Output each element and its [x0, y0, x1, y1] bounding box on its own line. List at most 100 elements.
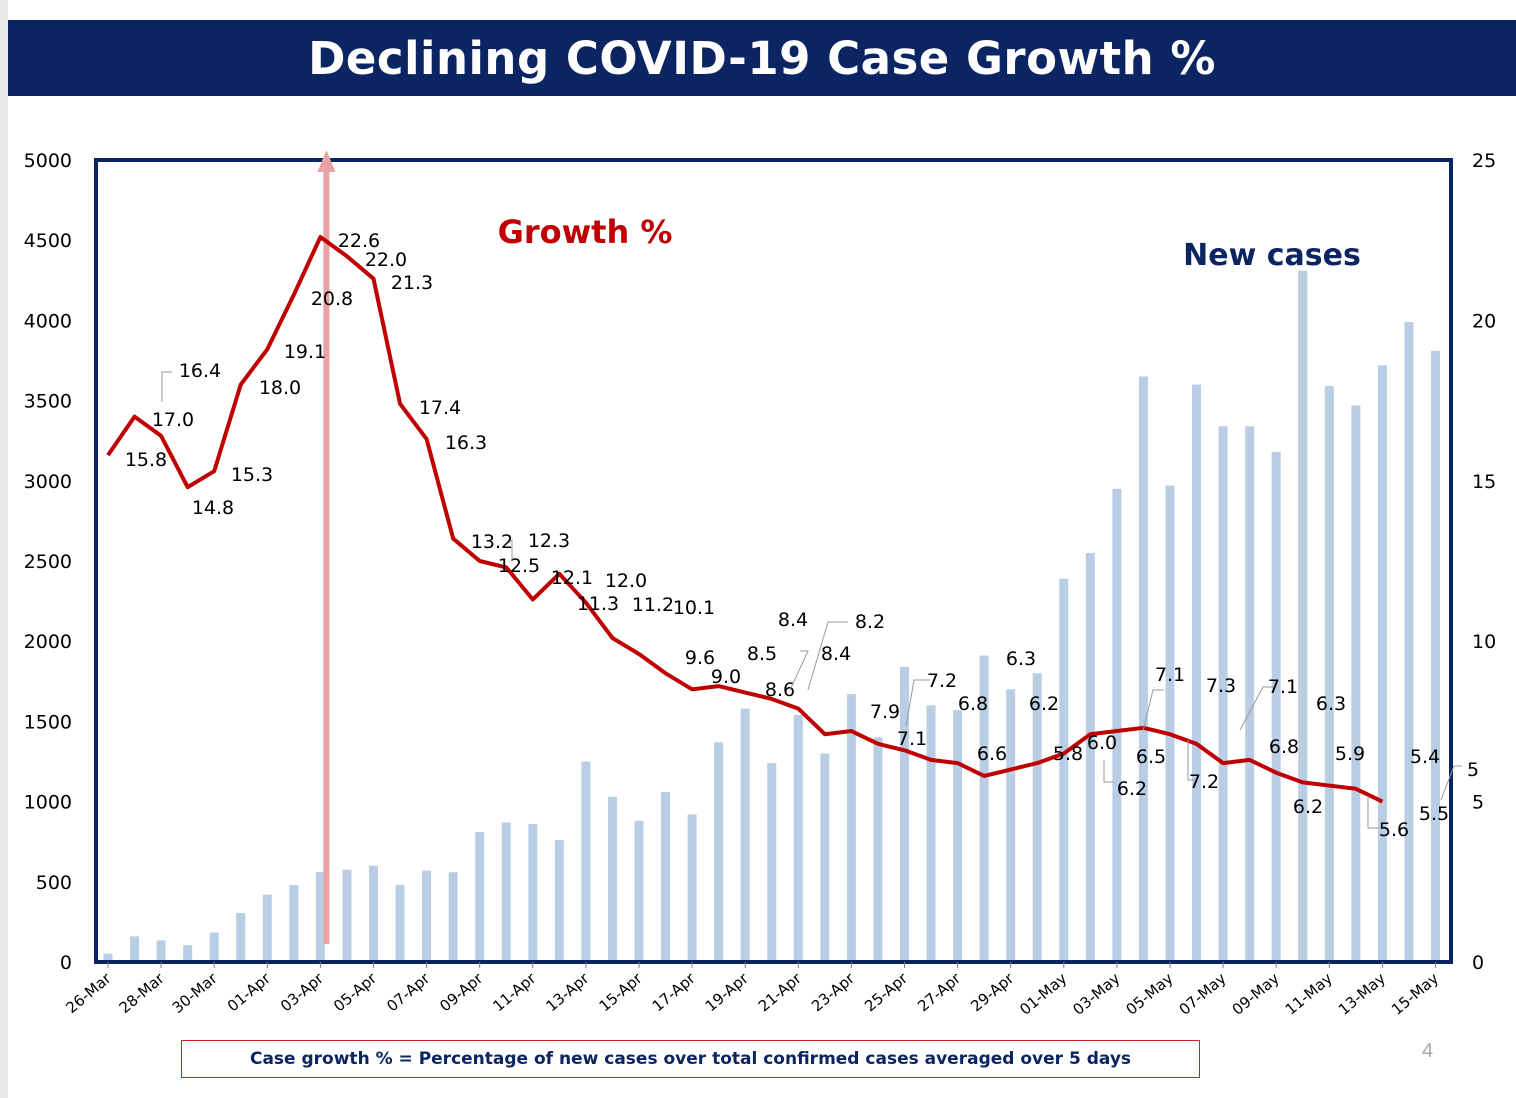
right-axis-tick-label: 5: [1472, 792, 1484, 814]
bar: [926, 705, 936, 962]
growth-data-label: 12.1: [551, 567, 593, 589]
x-tick-label: 13-Apr: [543, 969, 594, 1016]
bar: [1271, 451, 1281, 962]
x-tick-label: 11-May: [1282, 969, 1336, 1019]
bar: [1138, 376, 1148, 962]
bar: [1377, 365, 1387, 962]
label-leader-line: [1103, 760, 1114, 783]
bar: [554, 840, 564, 962]
bar: [793, 714, 803, 962]
growth-data-label: 6.8: [1269, 736, 1299, 758]
bar: [209, 932, 219, 962]
bar: [1324, 386, 1334, 962]
bar: [130, 936, 140, 962]
bar: [315, 872, 325, 962]
x-tick-label: 28-Mar: [116, 969, 169, 1017]
growth-data-label: 5.8: [1053, 743, 1083, 765]
growth-data-label: 9.6: [685, 647, 715, 669]
x-tick-label: 03-Apr: [277, 969, 328, 1016]
growth-data-label: 14.8: [192, 497, 234, 519]
growth-data-label: 6.8: [958, 693, 988, 715]
growth-data-label: 18.0: [259, 377, 301, 399]
growth-data-label: 5.6: [1379, 819, 1409, 841]
label-leader-line: [1239, 686, 1274, 731]
bar: [342, 869, 352, 962]
right-axis-tick-label: 20: [1472, 310, 1496, 332]
growth-data-label: 15.8: [125, 449, 167, 471]
bar: [501, 822, 511, 962]
left-axis-tick-label: 2500: [24, 551, 72, 573]
growth-data-label: 6.5: [1136, 746, 1166, 768]
growth-data-label: 17.4: [419, 397, 461, 419]
bar: [1085, 552, 1095, 962]
x-tick-label: 01-Apr: [224, 969, 275, 1016]
bar: [395, 885, 405, 962]
label-leader-line: [1187, 740, 1196, 781]
growth-line-layer: [106, 234, 1384, 804]
growth-data-label: 8.5: [747, 643, 777, 665]
growth-data-label: 7.1: [1155, 664, 1185, 686]
growth-data-label: 15.3: [231, 464, 273, 486]
label-leader-line: [161, 371, 172, 402]
left-axis-tick-label: 3500: [24, 391, 72, 413]
bar: [873, 737, 883, 962]
growth-data-label: 12.3: [528, 530, 570, 552]
bar: [369, 865, 378, 962]
slide-left-edge: [0, 0, 8, 1098]
growth-series-label: Growth %: [498, 213, 673, 251]
x-tick-label: 21-Apr: [755, 969, 806, 1016]
bar: [183, 945, 193, 962]
growth-data-label: 12.0: [605, 570, 647, 592]
data-labels-layer: 15.8 17.0 16.4 14.8 15.3 18.0 19.1 20.8 22.622.0…: [125, 230, 1479, 841]
left-axis-tick-label: 4000: [24, 310, 72, 332]
bar: [422, 870, 432, 962]
growth-data-label: 7.2: [1189, 771, 1219, 793]
bar: [1165, 485, 1175, 962]
growth-data-label: 5: [1467, 759, 1479, 781]
slide-title: Declining COVID-19 Case Growth %: [308, 31, 1216, 85]
label-leader-line: [504, 538, 513, 560]
label-leader-line: [1367, 796, 1379, 829]
x-tick-label: 07-May: [1176, 969, 1230, 1019]
bar: [1059, 578, 1069, 962]
bar: [953, 710, 963, 962]
bar: [740, 708, 750, 962]
bar: [607, 796, 617, 962]
highlight-arrow: [317, 150, 336, 944]
right-axis-tick-label: 10: [1472, 631, 1496, 653]
bar: [262, 894, 272, 962]
x-tick-label: 23-Apr: [808, 969, 859, 1016]
growth-data-label: 21.3: [391, 272, 433, 294]
right-axis-tick-label: 25: [1472, 150, 1496, 172]
label-leader-line: [807, 621, 848, 691]
x-tick-label: 09-May: [1229, 969, 1283, 1019]
x-tick-label: 01-May: [1016, 969, 1070, 1019]
growth-data-label: 7.1: [1268, 676, 1298, 698]
growth-data-label: 6.6: [977, 743, 1007, 765]
bar: [846, 694, 856, 962]
left-axis-tick-label: 1500: [24, 711, 72, 733]
bar: [767, 763, 777, 962]
x-tick-label: 27-Apr: [914, 969, 965, 1016]
footnote-text: Case growth % = Percentage of new cases …: [249, 1049, 1132, 1069]
label-leader-line: [1142, 689, 1164, 732]
left-axis-tick-label: 2000: [24, 631, 72, 653]
growth-data-label: 8.2: [855, 611, 885, 633]
x-tick-label: 15-May: [1388, 969, 1442, 1019]
x-tick-label: 25-Apr: [861, 969, 912, 1016]
x-tick-label: 11-Apr: [489, 969, 540, 1016]
growth-data-label: 5.5: [1419, 803, 1449, 825]
bar: [1192, 384, 1202, 962]
left-axis-tick-label: 3000: [24, 471, 72, 493]
growth-data-label: 19.1: [284, 341, 326, 363]
growth-line: [106, 234, 1384, 804]
growth-data-label: 8.4: [821, 643, 851, 665]
growth-data-label: 6.3: [1316, 693, 1346, 715]
bar: [236, 913, 246, 962]
x-tick-label: 05-Apr: [330, 969, 381, 1016]
bar: [1006, 689, 1016, 962]
x-tick-label: 07-Apr: [383, 969, 434, 1016]
label-leader-line: [1440, 765, 1462, 801]
growth-data-label: 16.3: [445, 432, 487, 454]
x-tick-label: 17-Apr: [649, 969, 700, 1016]
